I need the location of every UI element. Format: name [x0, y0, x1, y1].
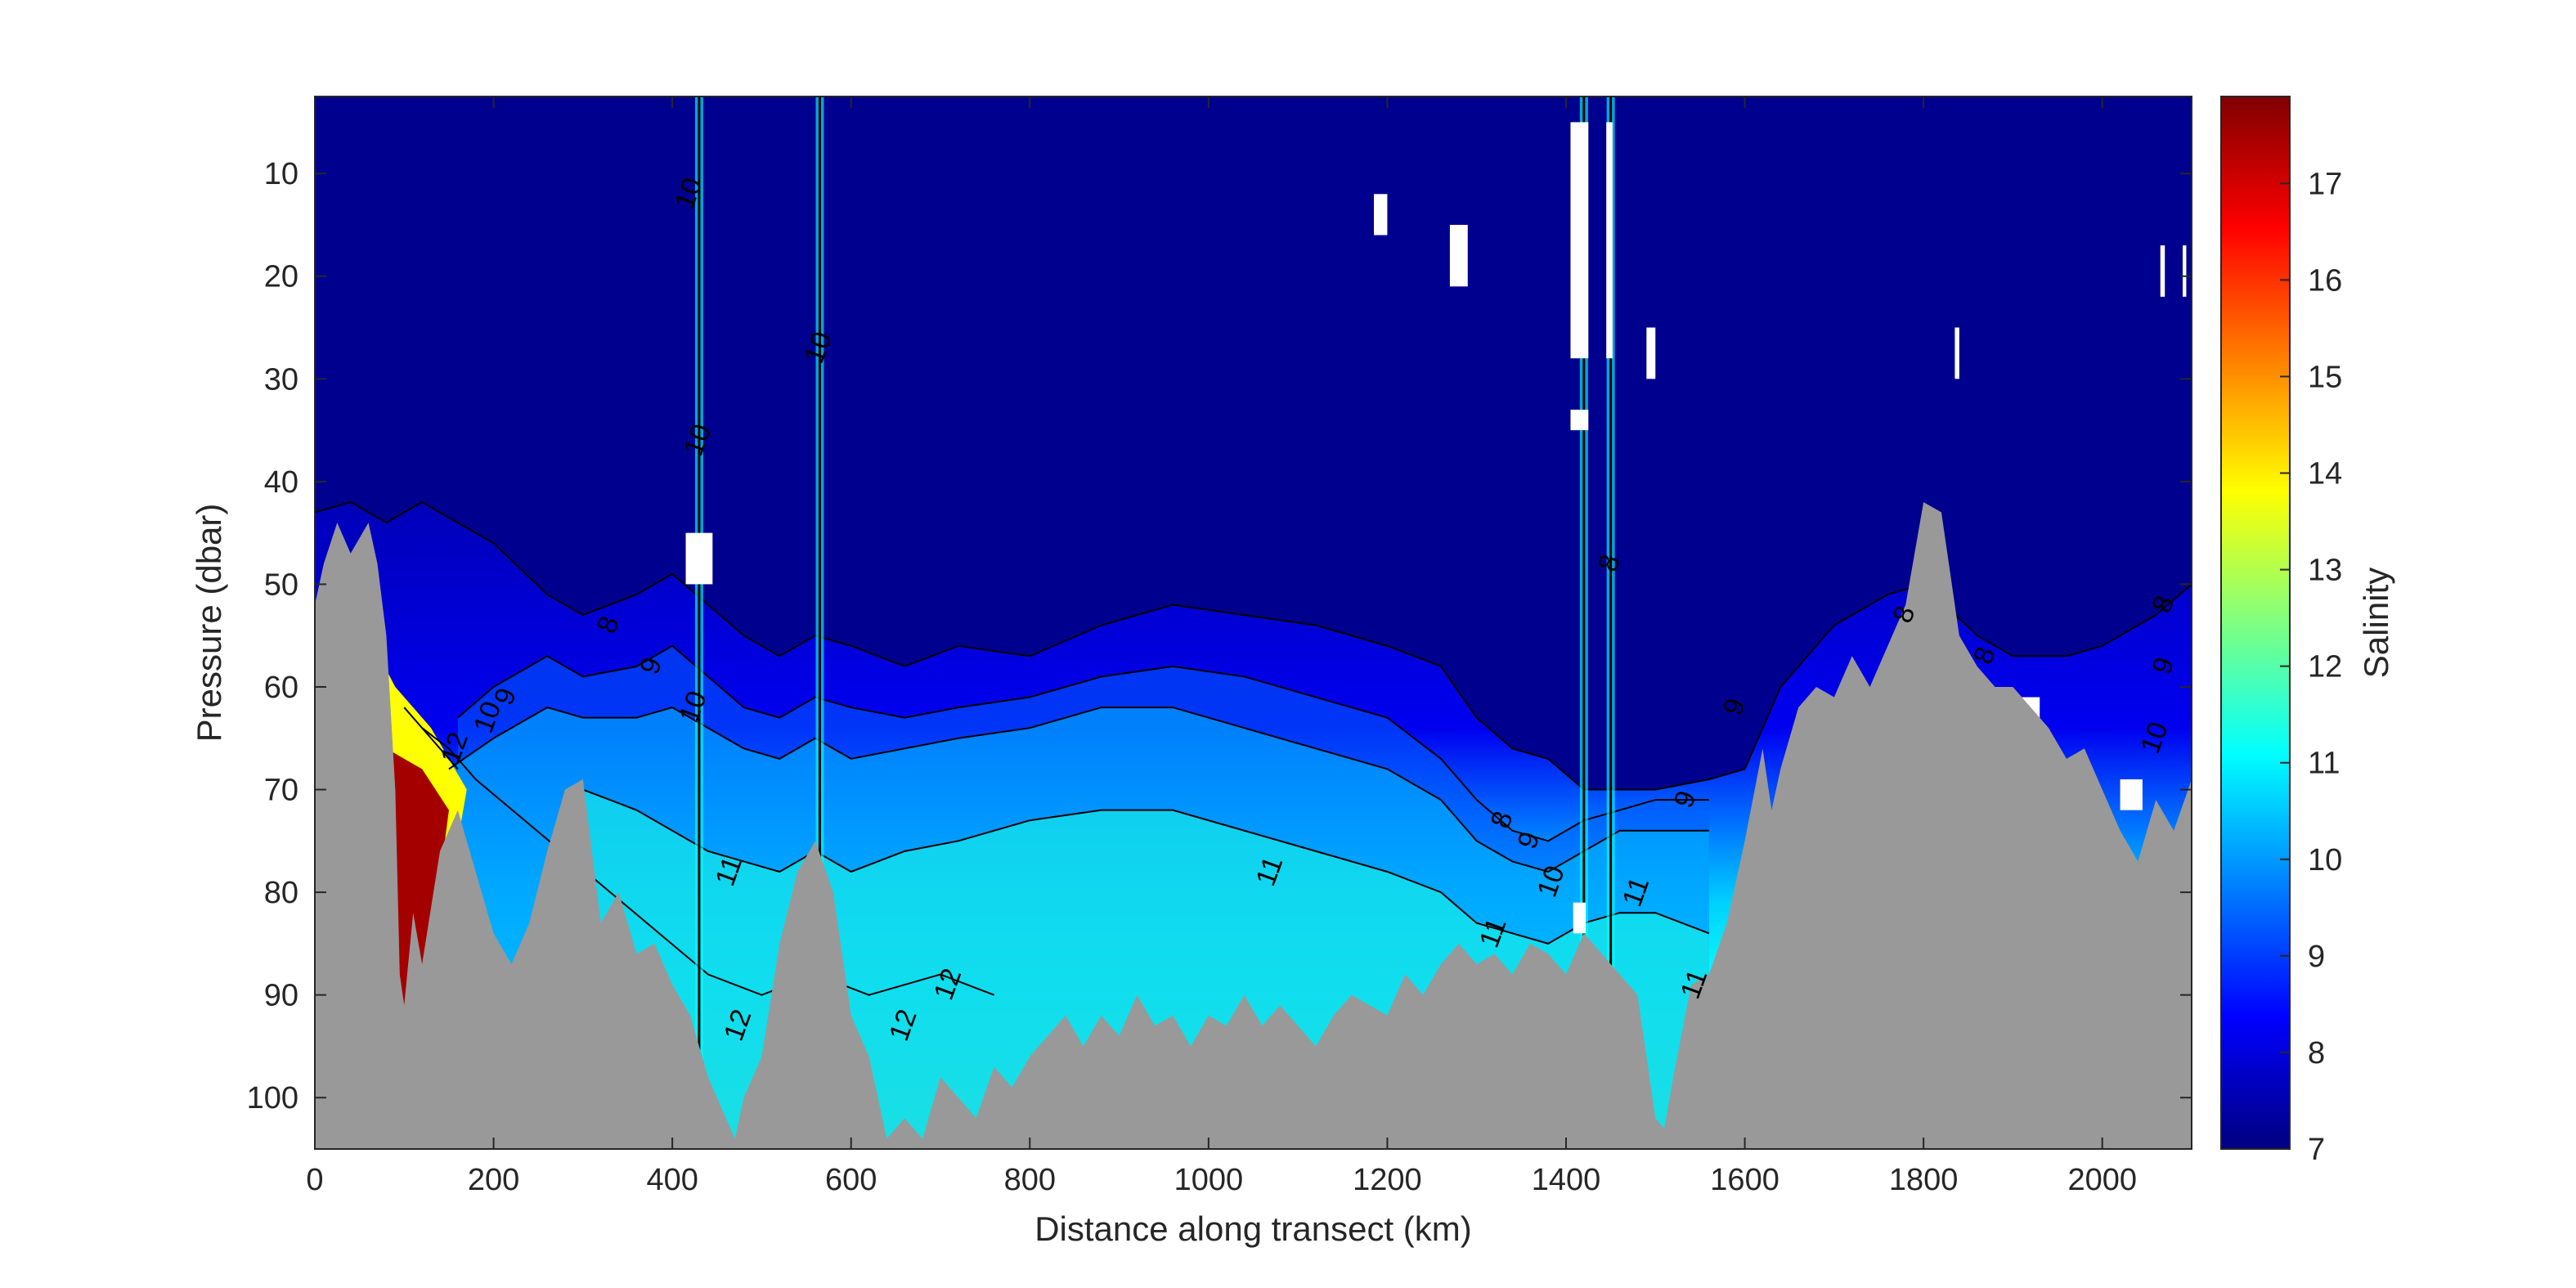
missing-patch-10 [2183, 245, 2187, 297]
cb-tick-label-16: 16 [2308, 263, 2342, 298]
y-tick-label-50: 50 [264, 568, 298, 602]
y-tick-label-30: 30 [264, 362, 298, 397]
missing-patch-6 [1573, 902, 1586, 934]
core-inner [386, 748, 449, 1016]
y-tick-label-100: 100 [247, 1081, 298, 1115]
y-tick-label-80: 80 [264, 876, 298, 910]
missing-patch-3 [1606, 122, 1613, 359]
colorbar-label: Salinity [2357, 568, 2395, 678]
x-tick-label-1000: 1000 [1174, 1163, 1244, 1197]
x-tick-label-800: 800 [1004, 1163, 1056, 1197]
cb-tick-label-17: 17 [2308, 167, 2342, 201]
missing-patch-8 [1954, 327, 1959, 379]
missing-patch-12 [2120, 779, 2143, 810]
missing-patch-2 [1570, 122, 1589, 359]
x-tick-label-0: 0 [306, 1163, 323, 1197]
cb-tick-label-9: 9 [2308, 940, 2325, 974]
y-tick-label-40: 40 [264, 465, 298, 500]
isohaline-10 [448, 707, 1709, 873]
cb-tick-label-15: 15 [2308, 360, 2342, 394]
x-axis-label: Distance along transect (km) [1034, 1209, 1472, 1248]
x-tick-label-2000: 2000 [2067, 1163, 2137, 1197]
missing-patch-1 [1449, 224, 1468, 287]
y-tick-label-60: 60 [264, 671, 298, 705]
y-tick-label-70: 70 [264, 774, 298, 808]
isohaline-contours [315, 500, 2192, 996]
x-tick-label-400: 400 [646, 1163, 698, 1197]
isohaline-13 [403, 707, 459, 770]
missing-patch-0 [1374, 194, 1388, 236]
isohaline-11 [582, 788, 1710, 945]
y-tick-label-20: 20 [264, 260, 298, 294]
isohaline-8 [315, 500, 2192, 791]
seafloor [315, 501, 2192, 1149]
x-tick-label-1600: 1600 [1710, 1163, 1779, 1197]
x-axis-ticks: 0 200 400 600 800 1000 1200 1400 1600 1800 2000 [306, 96, 2137, 1197]
cb-tick-label-11: 11 [2308, 747, 2340, 781]
cb-tick-label-10: 10 [2308, 843, 2342, 877]
axes-frame [314, 96, 2192, 1150]
y-axis-label: Pressure (dbar) [190, 504, 228, 743]
cb-tick-label-13: 13 [2308, 554, 2342, 588]
colorbar-gradient [2220, 96, 2291, 1150]
isohaline-9 [457, 644, 1709, 842]
x-tick-label-1800: 1800 [1889, 1163, 1959, 1197]
cb-tick-label-7: 7 [2308, 1133, 2325, 1167]
isohaline-12 [421, 727, 994, 996]
y-axis-ticks: 10 20 30 40 50 60 70 80 90 100 [247, 157, 2192, 1115]
colorbar: 7 8 9 10 11 12 13 14 15 16 17 Salinity [2220, 96, 2395, 1167]
missing-patch-4 [1646, 327, 1656, 379]
cb-tick-label-8: 8 [2308, 1036, 2325, 1070]
colorbar-ticks: 7 8 9 10 11 12 13 14 15 16 17 [2280, 167, 2342, 1167]
missing-patch-9 [2160, 245, 2165, 297]
cb-tick-label-12: 12 [2308, 650, 2342, 684]
y-tick-label-90: 90 [264, 979, 298, 1013]
missing-patch-7 [685, 532, 713, 585]
x-tick-label-200: 200 [468, 1163, 519, 1197]
x-tick-label-600: 600 [825, 1163, 877, 1197]
cb-tick-label-14: 14 [2308, 456, 2342, 491]
bathymetry-mask [315, 501, 2192, 1149]
y-tick-label-10: 10 [264, 157, 298, 191]
x-tick-label-1400: 1400 [1532, 1163, 1601, 1197]
missing-patch-5 [1570, 409, 1589, 431]
x-tick-label-1200: 1200 [1353, 1163, 1422, 1197]
